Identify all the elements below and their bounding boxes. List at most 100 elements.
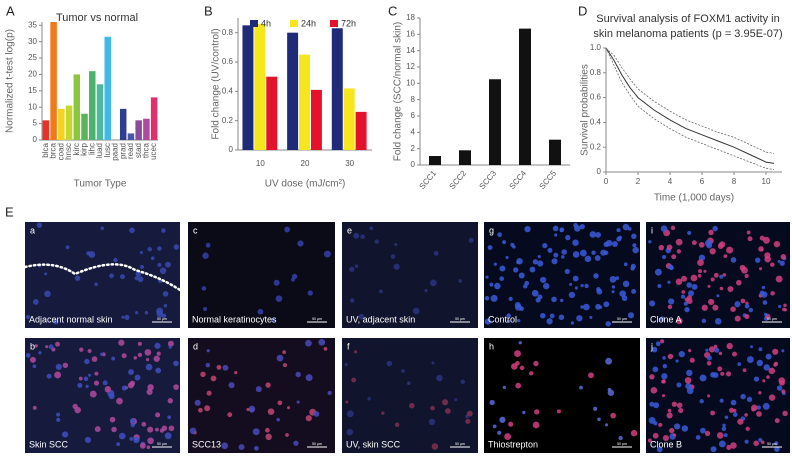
cell xyxy=(323,347,328,351)
cell xyxy=(661,254,667,260)
micrograph: f UV, skin SCC 50 µm xyxy=(342,338,478,453)
cell xyxy=(296,400,300,404)
survival-line xyxy=(605,47,775,164)
cell xyxy=(758,347,763,352)
cell xyxy=(546,318,553,325)
cell xyxy=(770,291,775,296)
bar xyxy=(331,28,343,151)
cell xyxy=(732,351,737,357)
legend-swatch xyxy=(330,20,338,27)
cell xyxy=(542,242,548,249)
cell xyxy=(406,381,411,386)
cell xyxy=(717,366,723,372)
cell xyxy=(691,283,698,290)
cell xyxy=(676,249,682,254)
y-axis-title: Survival probabilities xyxy=(580,64,591,156)
cell xyxy=(774,418,780,424)
cell xyxy=(672,433,676,437)
image-letter: i xyxy=(651,225,653,235)
cell xyxy=(255,386,262,393)
cell xyxy=(454,398,458,402)
y-axis-title: Normalized t-test log(p) xyxy=(5,29,16,133)
cell xyxy=(53,319,59,325)
image-caption: SCC13 xyxy=(192,439,221,449)
y-tick-label: 0.8 xyxy=(222,28,234,37)
cell xyxy=(284,226,291,233)
y-tick-label: 0.6 xyxy=(222,57,234,66)
cell xyxy=(327,390,332,396)
cell xyxy=(764,312,768,317)
cell xyxy=(747,236,753,242)
cell xyxy=(428,418,436,426)
cell xyxy=(155,427,159,432)
cell xyxy=(721,426,727,432)
cell xyxy=(374,239,379,244)
cell xyxy=(104,386,112,393)
cell xyxy=(460,379,466,385)
cell xyxy=(159,428,165,433)
cell xyxy=(737,362,742,366)
cell xyxy=(591,250,596,255)
cell xyxy=(540,312,546,319)
cell xyxy=(768,367,776,375)
cell xyxy=(719,274,724,279)
survival-line xyxy=(605,47,775,170)
cell xyxy=(593,406,598,411)
cell xyxy=(713,272,719,278)
cell xyxy=(205,362,211,368)
cell xyxy=(676,382,682,388)
cell xyxy=(718,241,726,248)
cell xyxy=(710,410,716,416)
cell xyxy=(589,315,593,319)
cell xyxy=(94,426,101,433)
cell xyxy=(267,408,275,415)
cell xyxy=(156,351,161,356)
y-tick-label: 30 xyxy=(28,37,37,46)
cell xyxy=(708,229,714,236)
cell xyxy=(746,356,754,363)
cell xyxy=(129,227,135,234)
image-caption: Normal keratinocytes xyxy=(192,314,277,324)
cell xyxy=(139,251,143,255)
cell xyxy=(216,364,222,370)
cell xyxy=(697,274,702,278)
cell xyxy=(360,234,365,240)
cell xyxy=(718,351,723,356)
cell xyxy=(147,246,152,252)
cell xyxy=(159,267,167,275)
cell xyxy=(573,222,578,228)
image-letter: j xyxy=(650,341,653,351)
cell xyxy=(505,255,509,259)
scale-bar-label: 50 µm xyxy=(455,317,465,321)
x-tick-label: read xyxy=(126,143,135,159)
cell xyxy=(611,241,618,247)
x-tick-label: 6 xyxy=(700,177,705,186)
cell xyxy=(111,356,116,361)
y-tick-label: 0.6 xyxy=(590,93,602,102)
cell xyxy=(144,311,149,315)
cell xyxy=(549,313,555,319)
cell xyxy=(32,405,37,410)
bar xyxy=(489,79,501,165)
cell xyxy=(630,429,638,437)
y-tick-label: 1.0 xyxy=(590,43,602,52)
bar xyxy=(73,74,81,140)
x-tick-label: stad xyxy=(134,143,143,158)
cell xyxy=(276,354,284,362)
cell xyxy=(724,415,729,420)
cell xyxy=(770,262,775,267)
micrograph: i Clone A 50 µm xyxy=(646,222,790,328)
bar xyxy=(89,71,96,140)
cell xyxy=(630,266,635,271)
cell xyxy=(346,410,354,418)
x-tick-label: ucec xyxy=(149,143,158,160)
cell xyxy=(537,260,544,267)
cell xyxy=(776,385,783,391)
cell xyxy=(618,435,623,441)
cell xyxy=(468,237,474,243)
cell xyxy=(779,379,785,386)
cell xyxy=(710,277,715,282)
cell xyxy=(113,257,118,263)
cell xyxy=(719,398,724,403)
image-background xyxy=(25,222,180,328)
